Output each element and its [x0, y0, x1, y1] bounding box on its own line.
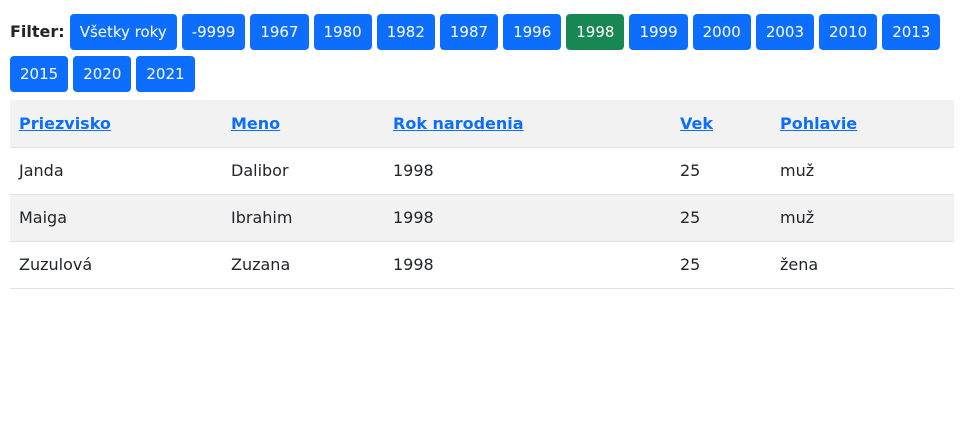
cell-rok-narodenia: 1998 [384, 147, 671, 195]
filter-button-1998[interactable]: 1998 [566, 14, 625, 50]
cell-priezvisko: Janda [10, 147, 222, 195]
column-header-vek: Vek [671, 100, 771, 148]
filter-button-2000[interactable]: 2000 [692, 14, 751, 50]
filter-button-2015[interactable]: 2015 [10, 56, 69, 92]
filter-button-1999[interactable]: 1999 [629, 14, 688, 50]
cell-vek: 25 [671, 147, 771, 195]
cell-priezvisko: Maiga [10, 194, 222, 242]
column-header-meno: Meno [222, 100, 384, 148]
cell-vek: 25 [671, 241, 771, 289]
cell-rok-narodenia: 1998 [384, 194, 671, 242]
filter-button-2020[interactable]: 2020 [73, 56, 132, 92]
cell-meno: Dalibor [222, 147, 384, 195]
column-header-priezvisko: Priezvisko [10, 100, 222, 148]
cell-vek: 25 [671, 194, 771, 242]
sort-link-vek[interactable]: Vek [680, 113, 713, 133]
filter-button-2010[interactable]: 2010 [819, 14, 878, 50]
cell-pohlavie: muž [771, 147, 954, 195]
cell-pohlavie: žena [771, 241, 954, 289]
cell-meno: Zuzana [222, 241, 384, 289]
sort-link-priezvisko[interactable]: Priezvisko [19, 113, 111, 133]
filter-button-1987[interactable]: 1987 [439, 14, 499, 50]
filter-bar: Filter: Všetky roky -9999 1967 1980 1982… [10, 14, 950, 92]
filter-button-1967[interactable]: 1967 [250, 14, 309, 50]
cell-priezvisko: Zuzulová [10, 241, 222, 289]
table-row: Zuzulová Zuzana 1998 25 žena [10, 241, 954, 289]
cell-pohlavie: muž [771, 194, 954, 242]
filter-button-2021[interactable]: 2021 [136, 56, 195, 92]
filter-button--9999[interactable]: -9999 [181, 14, 246, 50]
sort-link-pohlavie[interactable]: Pohlavie [780, 113, 858, 133]
sort-link-rok-narodenia[interactable]: Rok narodenia [393, 113, 524, 133]
people-table: Priezvisko Meno Rok narodenia Vek Pohlav… [10, 100, 954, 289]
filter-button-1982[interactable]: 1982 [376, 14, 435, 50]
table-row: Maiga Ibrahim 1998 25 muž [10, 194, 954, 242]
filter-button-2013[interactable]: 2013 [882, 14, 941, 50]
filter-label: Filter: [10, 22, 65, 41]
filter-button-2003[interactable]: 2003 [755, 14, 814, 50]
table-header-row: Priezvisko Meno Rok narodenia Vek Pohlav… [10, 100, 954, 148]
column-header-pohlavie: Pohlavie [771, 100, 954, 148]
filter-button-1980[interactable]: 1980 [313, 14, 372, 50]
cell-meno: Ibrahim [222, 194, 384, 242]
column-header-rok-narodenia: Rok narodenia [384, 100, 671, 148]
filter-button-1996[interactable]: 1996 [503, 14, 562, 50]
sort-link-meno[interactable]: Meno [231, 113, 281, 133]
table-row: Janda Dalibor 1998 25 muž [10, 147, 954, 195]
filter-button-all-years[interactable]: Všetky roky [69, 14, 177, 50]
cell-rok-narodenia: 1998 [384, 241, 671, 289]
